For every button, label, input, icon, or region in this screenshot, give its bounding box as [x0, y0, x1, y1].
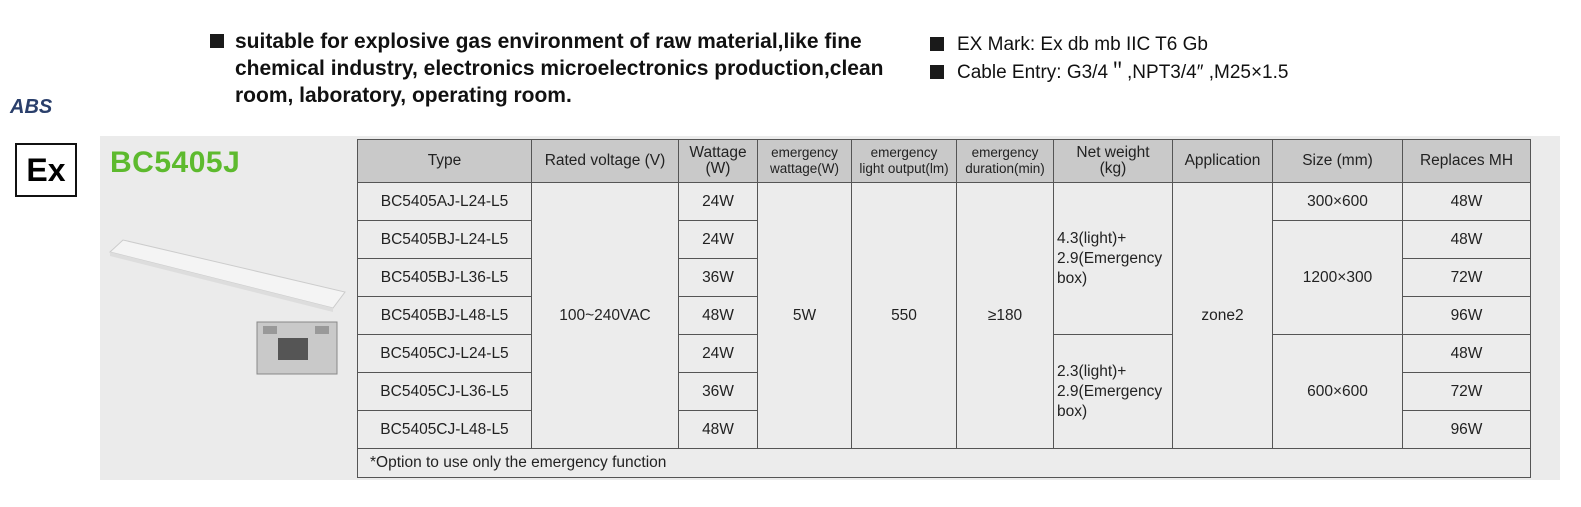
replaces-cell: 48W	[1402, 220, 1531, 259]
replaces-cell: 72W	[1402, 372, 1531, 411]
type-cell: BC5405BJ-L36-L5	[357, 258, 532, 297]
replaces-cell: 96W	[1402, 410, 1531, 449]
left-bullets: suitable for explosive gas environment o…	[210, 28, 910, 109]
model-name: BC5405J	[110, 146, 241, 179]
data-row: BC5405BJ-L36-L5 36W 72W	[357, 258, 1531, 297]
bullet: Cable Entry: G3/4＂,NPT3/4″ ,M25×1.5	[930, 59, 1288, 87]
emergency-duration-cell: ≥180	[956, 182, 1054, 449]
product-image	[108, 239, 346, 375]
footnote-row: *Option to use only the emergency functi…	[357, 448, 1531, 478]
abs-logo: ABS	[10, 96, 53, 118]
size-cell: 300×600	[1272, 182, 1403, 221]
bullet: suitable for explosive gas environment o…	[210, 28, 910, 109]
type-cell: BC5405CJ-L24-L5	[357, 334, 532, 373]
wattage-cell: 24W	[678, 220, 758, 259]
header-cell: Net weight (kg)	[1053, 139, 1173, 183]
header-cell: Rated voltage (V)	[531, 139, 679, 183]
wattage-cell: 36W	[678, 258, 758, 297]
type-cell: BC5405CJ-L36-L5	[357, 372, 532, 411]
replaces-cell: 48W	[1402, 182, 1531, 221]
ex-mark: Ex	[15, 143, 77, 197]
bullet: EX Mark: Ex db mb IIC T6 Gb	[930, 31, 1288, 59]
wattage-cell: 24W	[678, 182, 758, 221]
replaces-cell: 72W	[1402, 258, 1531, 297]
weight-cell: 2.3(light)+ 2.9(Emergency box)	[1053, 334, 1173, 449]
size-cell: 1200×300	[1272, 220, 1403, 335]
emergency-output-cell: 550	[851, 182, 957, 449]
bullet-text: EX Mark: Ex db mb IIC T6 Gb	[957, 34, 1208, 55]
wattage-cell: 48W	[678, 410, 758, 449]
header-row: Type Rated voltage (V) Wattage (W) emergenc…	[357, 139, 1531, 183]
right-bullets: EX Mark: Ex db mb IIC T6 Gb Cable Entry:…	[930, 31, 1288, 87]
data-row: BC5405AJ-L24-L5 100~240VAC 24W 5W 550 ≥180 4.3…	[357, 182, 1531, 449]
replaces-cell: 96W	[1402, 296, 1531, 335]
header-cell: Wattage (W)	[678, 139, 758, 183]
header-cell: Application	[1172, 139, 1273, 183]
header-cell: Type	[357, 139, 532, 183]
type-cell: BC5405CJ-L48-L5	[357, 410, 532, 449]
data-row: BC5405BJ-L24-L5 24W 1200×300 48W	[357, 220, 1531, 335]
voltage-cell: 100~240VAC	[531, 182, 679, 449]
spec-table: Type Rated voltage (V) Wattage (W) emergenc…	[357, 139, 1531, 478]
application-cell: zone2	[1172, 182, 1273, 449]
data-row: BC5405CJ-L36-L5 36W 72W	[357, 372, 1531, 411]
emergency-wattage-cell: 5W	[757, 182, 852, 449]
header-cell: Replaces MH	[1402, 139, 1531, 183]
replaces-cell: 48W	[1402, 334, 1531, 373]
footnote-cell: *Option to use only the emergency functi…	[357, 448, 1531, 478]
type-cell: BC5405BJ-L24-L5	[357, 220, 532, 259]
wattage-cell: 36W	[678, 372, 758, 411]
header-cell: emergency duration(min)	[956, 139, 1054, 183]
data-row: BC5405CJ-L24-L5 24W 2.3(light)+ 2.9(Emerge…	[357, 334, 1531, 449]
header-cell: emergency wattage(W)	[757, 139, 852, 183]
wattage-cell: 24W	[678, 334, 758, 373]
type-cell: BC5405AJ-L24-L5	[357, 182, 532, 221]
bullet-text: suitable for explosive gas environment o…	[235, 30, 884, 107]
bullet-text: Cable Entry: G3/4＂,NPT3/4″ ,M25×1.5	[957, 62, 1289, 83]
header-cell: emergency light output(lm)	[851, 139, 957, 183]
data-row: BC5405BJ-L48-L5 48W 96W	[357, 296, 1531, 335]
type-cell: BC5405BJ-L48-L5	[357, 296, 532, 335]
size-cell: 600×600	[1272, 334, 1403, 449]
header-cell: Size (mm)	[1272, 139, 1403, 183]
weight-cell: 4.3(light)+ 2.9(Emergency box)	[1053, 182, 1173, 335]
wattage-cell: 48W	[678, 296, 758, 335]
